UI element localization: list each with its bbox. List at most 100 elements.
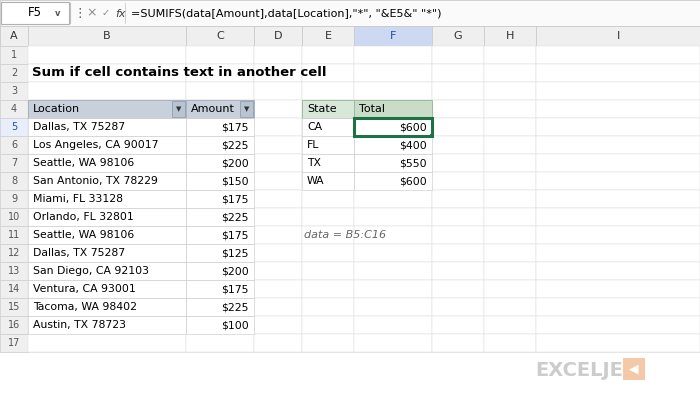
Bar [28,26,186,46]
Bar [354,26,432,46]
Text: D: D [274,31,282,41]
Bar [536,64,700,82]
Text: C: C [216,31,224,41]
Bar [484,262,536,280]
Bar [28,280,186,298]
Bar [302,190,354,208]
Text: 15: 15 [8,302,20,312]
Bar [0,190,28,208]
Bar [186,118,254,136]
Bar [186,334,254,352]
Bar [28,298,186,316]
Text: Seattle, WA 98106: Seattle, WA 98106 [33,158,134,168]
Bar [186,298,254,316]
Bar [432,298,484,316]
Text: 8: 8 [11,176,17,186]
Bar [186,208,254,226]
Text: Amount: Amount [191,104,235,114]
Bar [354,316,432,334]
Bar [432,82,484,100]
Text: ✓: ✓ [102,8,110,18]
Text: 13: 13 [8,266,20,276]
Bar [254,154,302,172]
Bar [536,298,700,316]
Bar [536,280,700,298]
Bar [354,280,432,298]
Bar [354,100,432,118]
Bar [354,244,432,262]
Bar [432,172,484,190]
Bar [430,134,433,138]
Bar [302,100,354,118]
Bar [0,262,28,280]
Text: $225: $225 [221,212,249,222]
Bar [0,226,28,244]
Bar [28,172,186,190]
Text: E: E [325,31,332,41]
Bar [354,298,432,316]
Bar [302,298,354,316]
Bar [254,118,302,136]
Bar [254,190,302,208]
Bar [354,172,432,190]
Text: ◀: ◀ [629,362,639,376]
Text: 17: 17 [8,338,20,348]
Bar [28,226,186,244]
Bar [186,244,254,262]
Bar [354,118,432,136]
Text: G: G [454,31,462,41]
Bar [302,136,354,154]
Bar [186,154,254,172]
Text: Los Angeles, CA 90017: Los Angeles, CA 90017 [33,140,158,150]
Text: ▼: ▼ [176,106,181,112]
Bar [28,244,186,262]
Bar [432,136,484,154]
Bar [432,226,484,244]
Bar [186,244,254,262]
Bar [536,190,700,208]
Bar [536,100,700,118]
Bar [28,262,186,280]
Text: San Diego, CA 92103: San Diego, CA 92103 [33,266,149,276]
Text: CA: CA [307,122,322,132]
Bar [186,64,254,82]
Bar [0,316,28,334]
Bar [186,208,254,226]
Bar [536,136,700,154]
Bar [354,334,432,352]
Bar [484,82,536,100]
Text: $600: $600 [399,122,427,132]
Text: San Antonio, TX 78229: San Antonio, TX 78229 [33,176,158,186]
Bar [186,154,254,172]
Text: ⋮: ⋮ [74,6,86,20]
Text: Orlando, FL 32801: Orlando, FL 32801 [33,212,134,222]
Text: $125: $125 [221,248,249,258]
Bar [28,226,186,244]
Bar [0,298,28,316]
Bar [536,172,700,190]
Bar [240,101,253,117]
Bar [536,226,700,244]
Bar [28,316,186,334]
Bar [354,154,432,172]
Bar [254,280,302,298]
Bar [484,208,536,226]
Bar [432,280,484,298]
Bar [484,190,536,208]
Bar [536,118,700,136]
Bar [28,46,186,64]
Bar [172,101,185,117]
Bar [28,82,186,100]
Text: I: I [617,31,620,41]
Bar [432,208,484,226]
Text: $550: $550 [400,158,427,168]
Bar [354,136,432,154]
Text: $175: $175 [221,230,249,240]
Bar [432,26,484,46]
Bar [254,64,302,82]
Bar [186,280,254,298]
Bar [254,136,302,154]
Bar [186,100,254,118]
Text: $100: $100 [221,320,249,330]
Bar [484,280,536,298]
